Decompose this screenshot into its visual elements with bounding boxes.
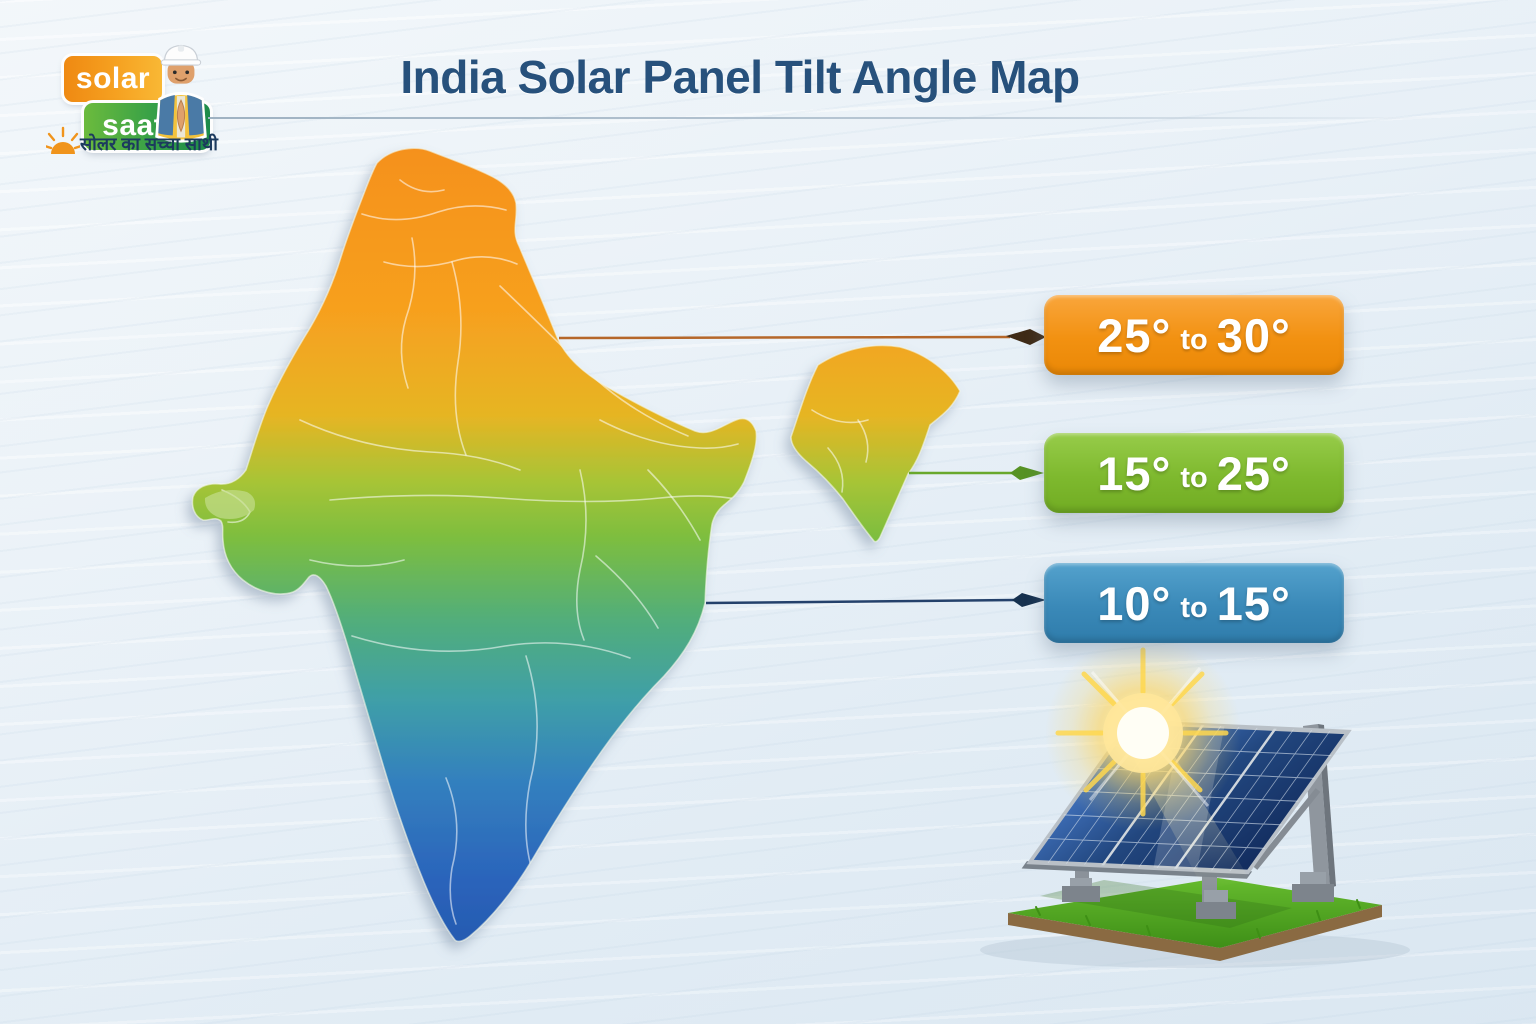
legend-badge-15-25: 15° to 25°	[1044, 433, 1344, 513]
connector-arrow-orange	[558, 329, 1046, 345]
solar-panel-illustration	[980, 635, 1410, 968]
india-map	[191, 147, 961, 943]
tilt-range-from: 15°	[1097, 446, 1172, 500]
legend-badge-25-30: 25° to 30°	[1044, 295, 1344, 375]
sun-icon	[1045, 635, 1241, 831]
worker-mascot-icon	[155, 44, 207, 143]
tilt-range-to: 25°	[1216, 446, 1291, 500]
grass-base	[1008, 878, 1382, 948]
tilt-range-from: 10°	[1097, 576, 1172, 630]
india-northeast	[790, 344, 961, 543]
tilt-range-to: 30°	[1216, 308, 1291, 362]
logo-solar-badge: solar	[64, 56, 162, 102]
soil-edge	[1008, 905, 1382, 961]
logo-tagline: सोलर का सच्चा साथी	[80, 134, 218, 154]
tilt-range-to: 15°	[1216, 576, 1291, 630]
title-divider	[208, 117, 1442, 119]
tilt-range-word: to	[1180, 461, 1208, 494]
connector-arrow-blue	[705, 593, 1046, 607]
page-title: India Solar Panel Tilt Angle Map	[400, 51, 1080, 103]
logo-sun-icon	[46, 126, 80, 154]
india-mainland	[191, 147, 758, 943]
kutch-highlight	[204, 490, 256, 519]
grass-tufts	[1035, 899, 1361, 939]
logo-block: solar saathi सो	[40, 36, 260, 166]
legend-badge-10-15: 10° to 15°	[1044, 563, 1344, 643]
tilt-range-word: to	[1180, 591, 1208, 624]
tilt-range-from: 25°	[1097, 308, 1172, 362]
connector-arrow-green	[909, 466, 1044, 480]
tilt-range-word: to	[1180, 323, 1208, 356]
